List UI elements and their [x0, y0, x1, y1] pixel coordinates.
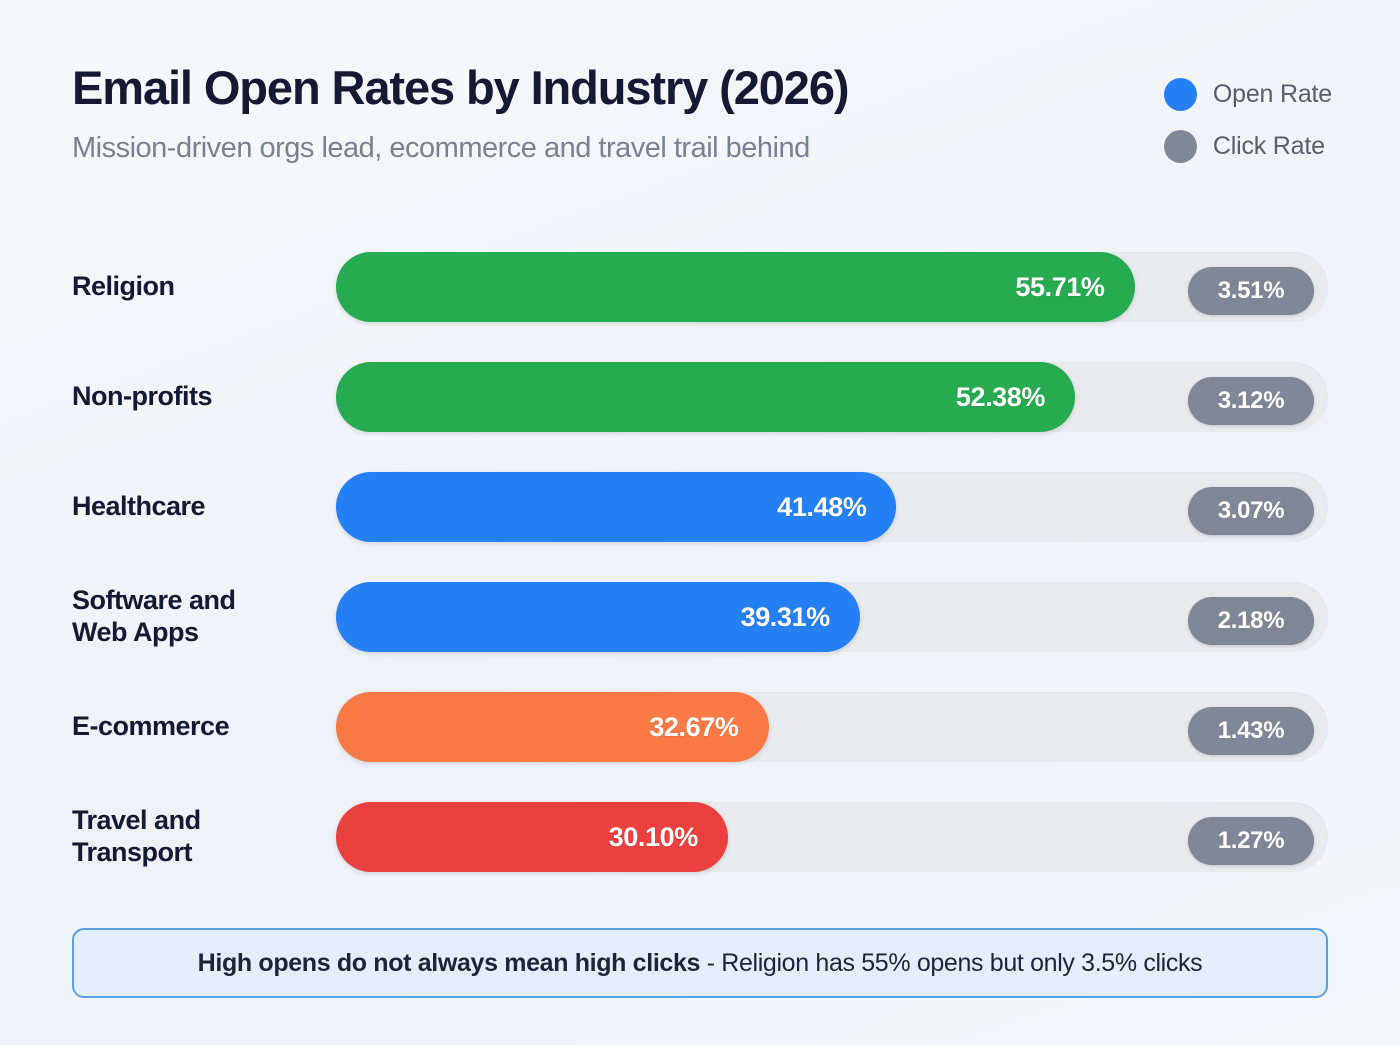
- bar-row-label: Religion: [72, 271, 175, 302]
- open-rate-value: 41.48%: [777, 491, 867, 522]
- click-rate-value: 3.07%: [1217, 497, 1285, 524]
- click-rate-pill[interactable]: 1.27%: [1188, 817, 1314, 865]
- bar-track: 41.48% 3.07%: [336, 472, 1328, 542]
- open-rate-bar[interactable]: 39.31%: [336, 582, 860, 652]
- legend-dot-icon: [1163, 78, 1197, 111]
- legend-item[interactable]: Click Rate: [1163, 130, 1332, 163]
- bar-row[interactable]: Non-profits 52.38% 3.12%: [0, 342, 1400, 452]
- click-rate-pill[interactable]: 1.43%: [1188, 707, 1314, 755]
- bar-track: 55.71% 3.51%: [336, 252, 1328, 322]
- open-rate-bar[interactable]: 30.10%: [336, 802, 728, 872]
- bar-row[interactable]: Healthcare 41.48% 3.07%: [0, 452, 1400, 562]
- bar-row-label: Software and Web Apps: [72, 585, 236, 647]
- bar-row[interactable]: Religion 55.71% 3.51%: [0, 232, 1400, 342]
- click-rate-pill[interactable]: 2.18%: [1188, 597, 1314, 645]
- click-rate-pill[interactable]: 3.51%: [1188, 267, 1314, 315]
- open-rate-bar[interactable]: 52.38%: [336, 362, 1076, 432]
- bar-row-label: Travel and Transport: [72, 805, 201, 867]
- open-rate-value: 52.38%: [955, 381, 1046, 412]
- open-rate-value: 32.67%: [649, 711, 739, 742]
- click-rate-pill[interactable]: 3.12%: [1188, 377, 1314, 425]
- legend-dot-icon: [1163, 130, 1197, 163]
- click-rate-pill[interactable]: 3.07%: [1188, 487, 1314, 535]
- bar-row[interactable]: Travel and Transport 30.10% 1.27%: [0, 782, 1400, 892]
- click-rate-value: 2.18%: [1217, 607, 1285, 634]
- insight-emphasis: High opens do not always mean high click…: [197, 948, 701, 977]
- open-rate-value: 39.31%: [740, 601, 831, 632]
- bar-row-label: E-commerce: [72, 711, 230, 742]
- click-rate-value: 3.51%: [1217, 277, 1285, 304]
- chart-header: Email Open Rates by Industry (2026) Miss…: [72, 61, 1102, 165]
- bar-track: 30.10% 1.27%: [336, 802, 1328, 872]
- chart-title: Email Open Rates by Industry (2026): [72, 61, 850, 114]
- insight-callout: High opens do not always mean high click…: [72, 928, 1328, 998]
- chart-legend: Open Rate Click Rate: [1163, 78, 1332, 163]
- open-rate-bar[interactable]: 41.48%: [336, 472, 897, 542]
- click-rate-value: 1.27%: [1217, 827, 1285, 854]
- click-rate-value: 3.12%: [1217, 387, 1285, 414]
- bar-rows: Religion 55.71% 3.51% Non-profits 52.38% 3.12…: [0, 232, 1400, 892]
- bar-track: 52.38% 3.12%: [336, 362, 1328, 432]
- bar-row[interactable]: E-commerce 32.67% 1.43%: [0, 672, 1400, 782]
- legend-item[interactable]: Open Rate: [1163, 78, 1332, 111]
- bar-row-label: Non-profits: [72, 381, 212, 412]
- bar-row[interactable]: Software and Web Apps 39.31% 2.18%: [0, 562, 1400, 672]
- insight-rest: - Religion has 55% opens but only 3.5% c…: [700, 948, 1203, 977]
- open-rate-bar[interactable]: 32.67%: [336, 692, 769, 762]
- legend-item-label: Click Rate: [1212, 132, 1325, 160]
- bar-track: 39.31% 2.18%: [336, 582, 1328, 652]
- click-rate-value: 1.43%: [1217, 717, 1285, 744]
- bar-row-label: Healthcare: [72, 491, 206, 522]
- bar-track: 32.67% 1.43%: [336, 692, 1328, 762]
- open-rate-value: 30.10%: [608, 821, 699, 852]
- legend-item-label: Open Rate: [1212, 80, 1332, 108]
- chart-subtitle: Mission-driven orgs lead, ecommerce and …: [72, 131, 810, 164]
- open-rate-bar[interactable]: 55.71%: [336, 252, 1135, 322]
- insight-callout-text: High opens do not always mean high click…: [198, 949, 1203, 978]
- open-rate-value: 55.71%: [1015, 271, 1105, 302]
